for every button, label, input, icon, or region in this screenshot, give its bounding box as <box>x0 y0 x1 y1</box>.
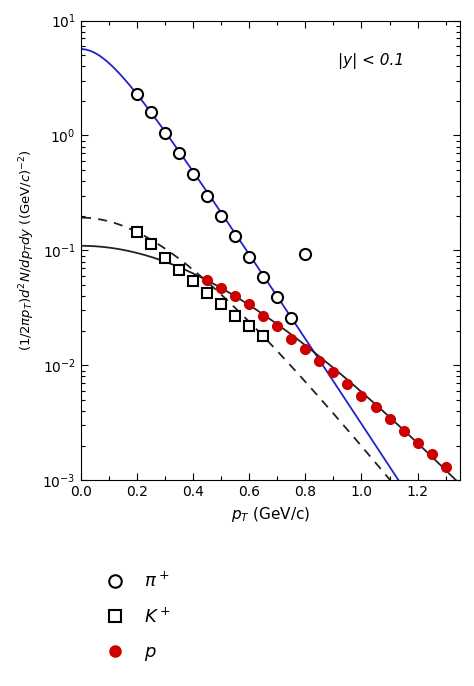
$p$ <box>204 276 210 284</box>
$p$ <box>401 427 406 435</box>
$\pi^+$ <box>246 252 252 261</box>
$K^+$ <box>218 300 224 308</box>
$\pi^+$ <box>274 293 280 301</box>
$\pi^+$ <box>162 129 168 137</box>
Legend: $\pi^+$, $K^+$, $p$: $\pi^+$, $K^+$, $p$ <box>90 565 178 670</box>
$\pi^+$ <box>232 232 238 240</box>
$K^+$ <box>134 228 140 236</box>
$p$ <box>260 311 266 320</box>
$p$ <box>218 284 224 292</box>
$\pi^+$ <box>260 272 266 281</box>
$p$ <box>288 335 294 343</box>
$K^+$ <box>190 277 196 285</box>
X-axis label: $p_T$ (GeV/c): $p_T$ (GeV/c) <box>230 505 310 523</box>
$p$ <box>387 415 392 423</box>
$p$ <box>373 403 378 412</box>
$\pi^+$ <box>288 314 294 322</box>
$p$ <box>274 322 280 330</box>
$p$ <box>330 368 336 376</box>
$\pi^+$ <box>148 108 154 116</box>
$K^+$ <box>148 240 154 248</box>
Line: $p$: $p$ <box>202 275 451 472</box>
$\pi^+$ <box>134 90 140 98</box>
$p$ <box>443 463 448 471</box>
$p$ <box>317 357 322 365</box>
$p$ <box>415 439 420 447</box>
$\pi^+$ <box>204 191 210 200</box>
$p$ <box>246 300 252 308</box>
$K^+$ <box>260 332 266 340</box>
$\pi^+$ <box>302 250 308 258</box>
$\pi^+$ <box>176 149 182 157</box>
$p$ <box>232 292 238 300</box>
$p$ <box>359 392 365 400</box>
$K^+$ <box>246 322 252 330</box>
$p$ <box>302 344 308 353</box>
$K^+$ <box>162 254 168 262</box>
$K^+$ <box>204 288 210 296</box>
$K^+$ <box>176 265 182 274</box>
Line: $\pi^+$: $\pi^+$ <box>131 88 311 323</box>
$p$ <box>429 449 435 458</box>
$K^+$ <box>232 311 238 320</box>
$p$ <box>345 379 350 388</box>
$\pi^+$ <box>218 212 224 220</box>
$\pi^+$ <box>190 170 196 178</box>
Y-axis label: $(1/2\pi p_T)d^2N/dp_T dy$ $((\mathrm{GeV}/c)^{-2})$: $(1/2\pi p_T)d^2N/dp_T dy$ $((\mathrm{Ge… <box>17 150 37 351</box>
Line: $K^+$: $K^+$ <box>132 226 268 341</box>
Text: |y| < 0.1: |y| < 0.1 <box>338 53 405 69</box>
